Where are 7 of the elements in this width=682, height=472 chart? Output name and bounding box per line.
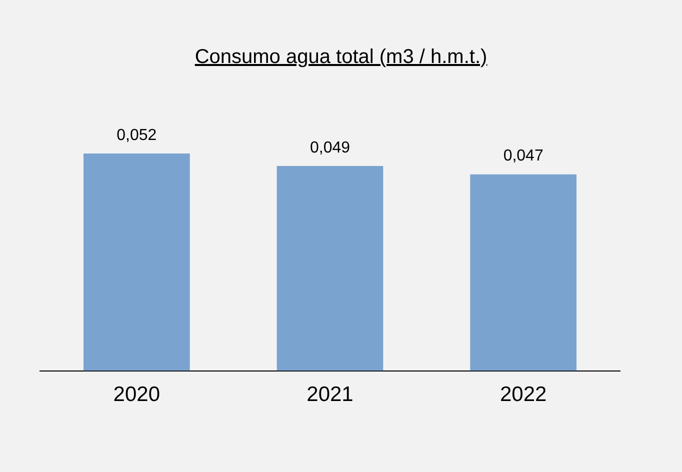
x-tick-label: 2020 — [113, 383, 160, 406]
data-label: 0,052 — [116, 126, 157, 144]
data-label: 0,047 — [503, 148, 544, 165]
x-tick-label: 2022 — [500, 383, 547, 406]
x-tick-label: 2021 — [306, 383, 354, 406]
data-label: 0,049 — [310, 139, 350, 156]
chart-title: Consumo agua total (m3 / h.m.t.) — [194, 46, 488, 69]
